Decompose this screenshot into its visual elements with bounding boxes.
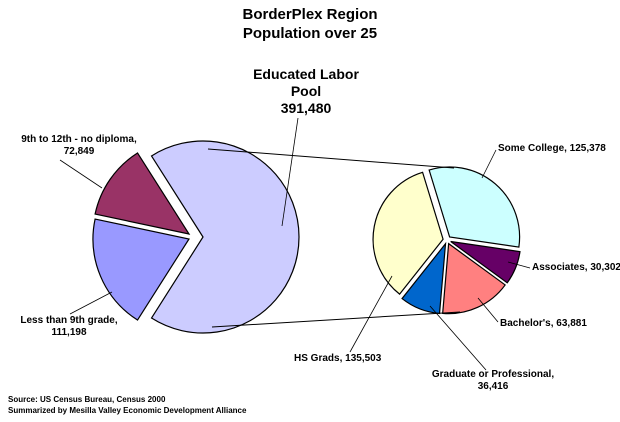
main-slice-9th-to-12th-no-diploma bbox=[94, 152, 191, 235]
label-graduate-value: 36,416 bbox=[477, 381, 509, 392]
main-slice-less-than-9th-grade bbox=[92, 218, 190, 321]
label-no-diploma-name: 9th to 12th - no diploma, bbox=[21, 134, 137, 145]
leader-less-than-9th bbox=[69, 291, 113, 315]
label-no-diploma-value: 72,849 bbox=[63, 146, 95, 157]
educated-pool-value: 391,480 bbox=[280, 100, 332, 116]
label-associates: Associates, 30,302 bbox=[532, 262, 620, 273]
label-graduate: Graduate or Professional, 36,416 bbox=[418, 369, 568, 393]
leader-associates bbox=[507, 261, 531, 269]
leader-graduate bbox=[429, 305, 487, 371]
label-bachelors: Bachelor's, 63,881 bbox=[500, 318, 587, 329]
educated-pool-label-line2: Pool bbox=[290, 83, 322, 99]
leader-bachelors bbox=[477, 297, 499, 323]
label-less-than-9th: Less than 9th grade, 111,198 bbox=[2, 315, 136, 339]
leader-no-diploma bbox=[59, 159, 103, 189]
educated-pool-label-line1: Educated Labor bbox=[253, 66, 359, 82]
label-some-college: Some College, 125,378 bbox=[498, 143, 606, 154]
breakout-slice-some-college-125-378 bbox=[428, 166, 521, 248]
source-note: Source: US Census Bureau, Census 2000 bbox=[8, 395, 166, 404]
connector-top-line bbox=[207, 148, 455, 169]
chart-subtitle: Population over 25 bbox=[242, 25, 378, 42]
leader-some-college bbox=[481, 149, 497, 179]
label-hs-grads: HS Grads, 135,503 bbox=[294, 353, 382, 364]
breakout-slice-associates-30-302 bbox=[450, 240, 521, 284]
label-graduate-name: Graduate or Professional, bbox=[431, 369, 555, 380]
leader-educated-pool bbox=[281, 117, 299, 227]
main-slice-educated-labor-pool bbox=[150, 140, 300, 334]
breakout-slice-bachelor-s-63-881 bbox=[442, 242, 507, 315]
label-less-than-9th-value: 111,198 bbox=[51, 327, 87, 338]
chart-title: BorderPlex Region bbox=[242, 6, 378, 23]
label-no-diploma: 9th to 12th - no diploma, 72,849 bbox=[4, 134, 154, 158]
leader-hs-grads bbox=[349, 275, 393, 353]
connector-bottom-line bbox=[211, 311, 461, 328]
label-less-than-9th-name: Less than 9th grade, bbox=[20, 315, 118, 326]
summary-note: Summarized by Mesilla Valley Economic De… bbox=[8, 406, 247, 415]
